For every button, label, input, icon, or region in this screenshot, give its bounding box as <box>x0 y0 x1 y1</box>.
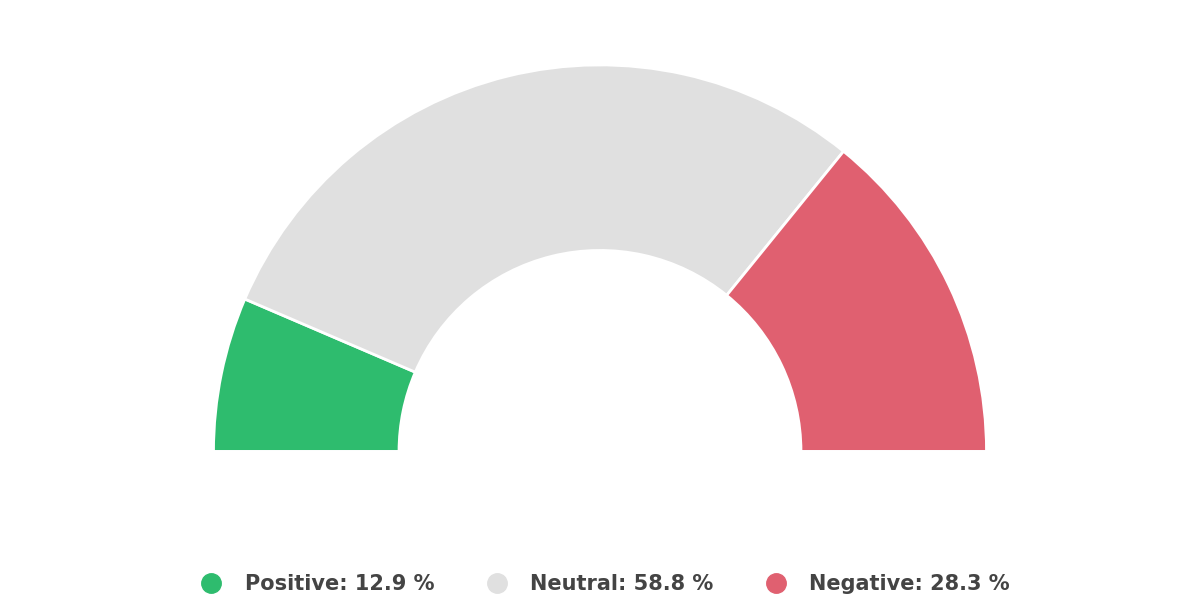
Wedge shape <box>727 151 986 451</box>
Wedge shape <box>245 65 844 372</box>
Legend: Positive: 12.9 %, Neutral: 58.8 %, Negative: 28.3 %: Positive: 12.9 %, Neutral: 58.8 %, Negat… <box>182 566 1018 600</box>
Wedge shape <box>214 299 415 451</box>
